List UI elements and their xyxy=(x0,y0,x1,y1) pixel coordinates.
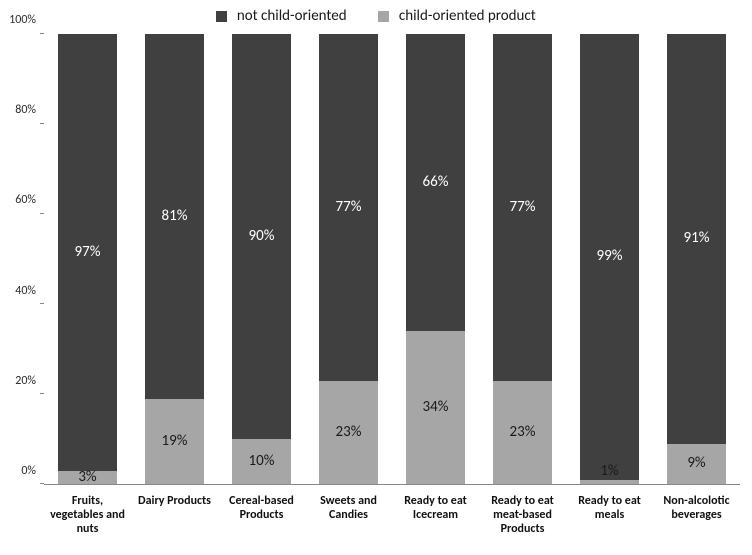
y-tick-label: 20% xyxy=(15,374,36,388)
y-tick-label: 0% xyxy=(21,464,36,478)
segment-not-child-oriented: 77% xyxy=(319,34,378,381)
y-tick-label: 100% xyxy=(9,13,36,27)
bar-slot: 77%23% xyxy=(305,34,392,484)
y-tick xyxy=(40,33,44,34)
y-tick xyxy=(40,303,44,304)
segment-not-child-oriented: 97% xyxy=(58,34,117,471)
segment-not-child-oriented: 91% xyxy=(667,34,726,444)
x-axis-label: Ready to eat meat-based Products xyxy=(479,491,566,555)
x-axis-label: Cereal-based Products xyxy=(218,491,305,555)
legend-item-not-child: not child-oriented xyxy=(216,6,346,25)
bar: 91%9% xyxy=(667,34,726,484)
bar: 77%23% xyxy=(493,34,552,484)
y-tick xyxy=(40,213,44,214)
x-axis: Fruits, vegetables and nutsDairy Product… xyxy=(44,491,740,555)
bar-slot: 91%9% xyxy=(653,34,740,484)
y-tick-label: 40% xyxy=(15,284,36,298)
y-tick xyxy=(40,123,44,124)
legend-item-child: child-oriented product xyxy=(378,6,536,25)
bar: 99% xyxy=(580,34,639,484)
bar: 97%3% xyxy=(58,34,117,484)
segment-child-oriented: 19% xyxy=(145,399,204,485)
bar: 81%19% xyxy=(145,34,204,484)
plot-area: 97%3%81%19%90%10%77%23%66%34%77%23%1%99%… xyxy=(44,34,740,485)
legend-marker-not-child xyxy=(216,11,227,22)
segment-child-oriented: 9% xyxy=(667,444,726,485)
segment-not-child-oriented: 66% xyxy=(406,34,465,331)
bar: 90%10% xyxy=(232,34,291,484)
segment-child-oriented: 34% xyxy=(406,331,465,484)
legend-text-child: child-oriented product xyxy=(399,7,536,25)
bar: 66%34% xyxy=(406,34,465,484)
legend: not child-oriented child-oriented produc… xyxy=(0,6,752,25)
segment-not-child-oriented: 90% xyxy=(232,34,291,439)
y-tick-label: 80% xyxy=(15,103,36,117)
y-tick xyxy=(40,483,44,484)
bars-row: 97%3%81%19%90%10%77%23%66%34%77%23%1%99%… xyxy=(44,34,740,484)
bar-slot: 81%19% xyxy=(131,34,218,484)
segment-child-oriented-label: 1% xyxy=(566,462,653,480)
segment-not-child-oriented: 81% xyxy=(145,34,204,399)
x-axis-label: Fruits, vegetables and nuts xyxy=(44,491,131,555)
bar: 77%23% xyxy=(319,34,378,484)
y-tick-label: 60% xyxy=(15,193,36,207)
legend-marker-child xyxy=(378,11,389,22)
x-axis-label: Non-alcolotic beverages xyxy=(653,491,740,555)
bar-slot: 97%3% xyxy=(44,34,131,484)
bar-slot: 77%23% xyxy=(479,34,566,484)
x-axis-label: Ready to eat meals xyxy=(566,491,653,555)
bar-slot: 66%34% xyxy=(392,34,479,484)
segment-child-oriented: 23% xyxy=(493,381,552,485)
segment-child-oriented: 3% xyxy=(58,471,117,485)
segment-not-child-oriented: 77% xyxy=(493,34,552,381)
segment-child-oriented: 10% xyxy=(232,439,291,484)
x-axis-label: Sweets and Candies xyxy=(305,491,392,555)
segment-not-child-oriented: 99% xyxy=(580,34,639,480)
segment-child-oriented xyxy=(580,480,639,485)
y-tick xyxy=(40,393,44,394)
x-axis-label: Dairy Products xyxy=(131,491,218,555)
y-axis: 0%20%40%60%80%100% xyxy=(0,34,40,485)
x-axis-label: Ready to eat Icecream xyxy=(392,491,479,555)
legend-text-not-child: not child-oriented xyxy=(237,7,347,25)
chart-container: not child-oriented child-oriented produc… xyxy=(0,0,752,555)
bar-slot: 1%99% xyxy=(566,34,653,484)
bar-slot: 90%10% xyxy=(218,34,305,484)
segment-child-oriented: 23% xyxy=(319,381,378,485)
